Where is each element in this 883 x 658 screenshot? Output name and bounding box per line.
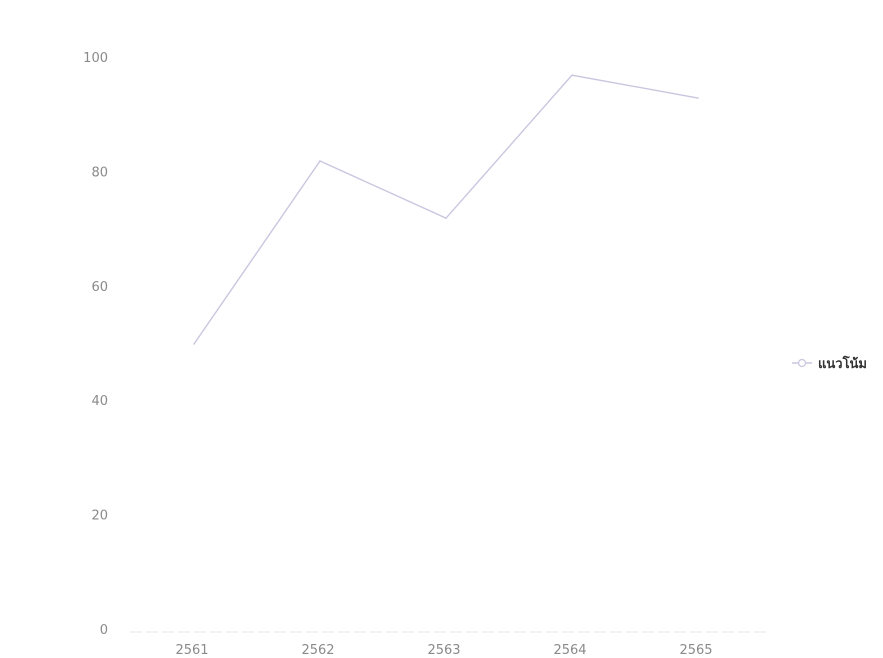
data-point	[319, 160, 321, 162]
data-point	[445, 217, 447, 219]
data-point	[697, 97, 699, 99]
data-point	[571, 74, 573, 76]
y-tick-label: 60	[91, 280, 108, 295]
y-axis: 0 20 40 60 80 100	[83, 51, 108, 638]
y-tick-label: 100	[83, 51, 108, 66]
x-axis: 2561 2562 2563 2564 2565	[175, 643, 712, 658]
x-tick-label: 2565	[679, 643, 712, 658]
y-tick-label: 80	[91, 165, 108, 180]
legend-label: แนวโน้ม	[818, 355, 867, 372]
legend: แนวโน้ม	[792, 355, 867, 372]
x-tick-label: 2562	[301, 643, 334, 658]
legend-marker-icon	[797, 358, 807, 368]
x-tick-label: 2564	[553, 643, 586, 658]
series-line	[193, 74, 699, 345]
y-tick-label: 40	[91, 394, 108, 409]
x-tick-label: 2563	[427, 643, 460, 658]
series-layer	[193, 74, 699, 345]
data-point	[193, 343, 195, 345]
y-tick-label: 20	[91, 509, 108, 524]
x-tick-label: 2561	[175, 643, 208, 658]
y-tick-label: 0	[100, 623, 108, 638]
